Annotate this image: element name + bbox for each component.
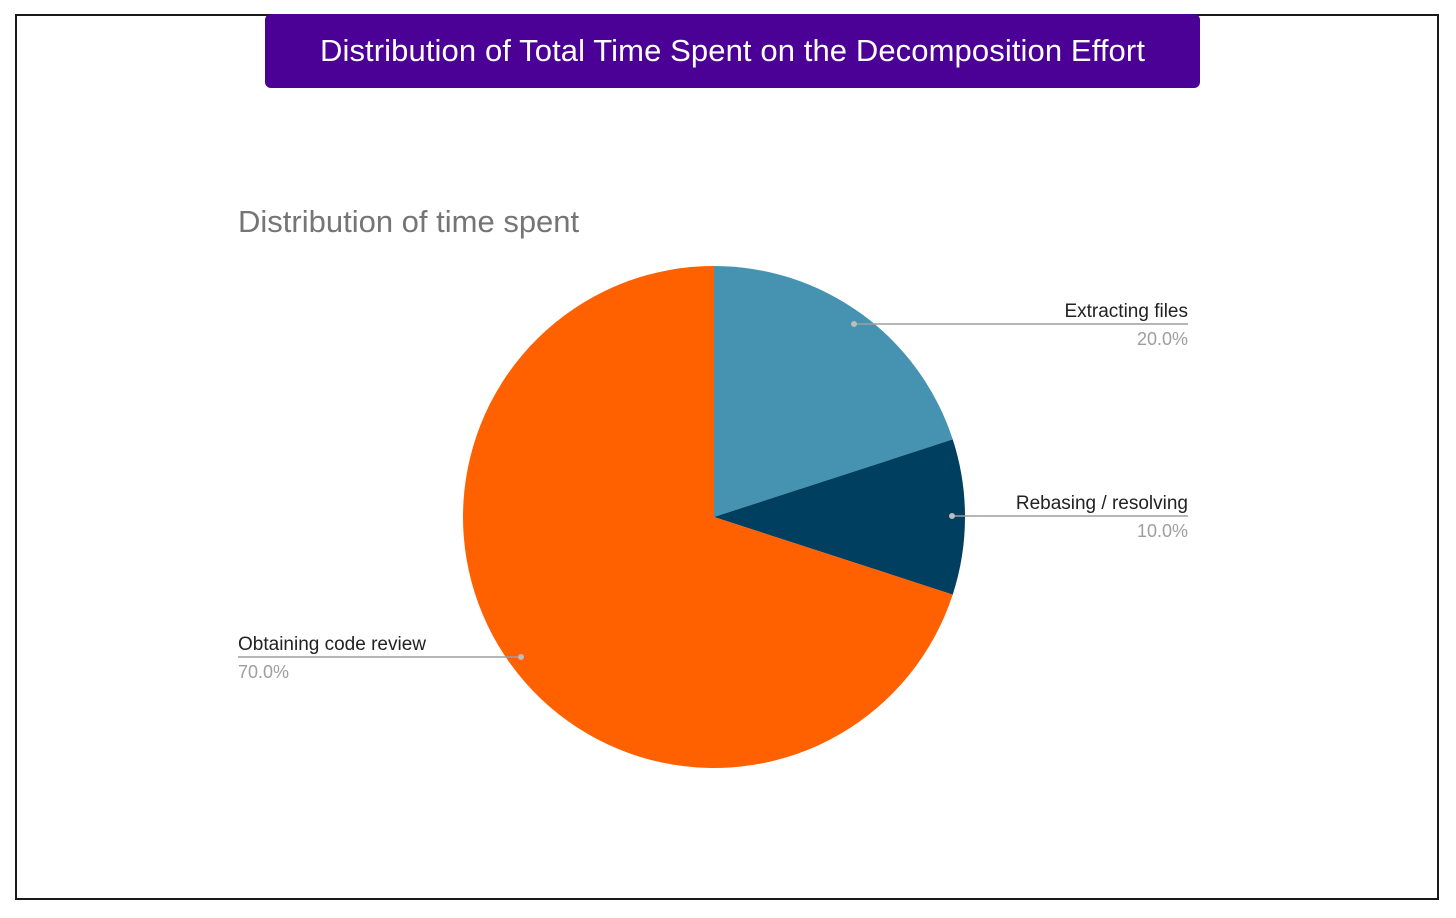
slice-percent-rebasing-resolving: 10.0%: [1137, 521, 1188, 541]
banner-title: Distribution of Total Time Spent on the …: [265, 14, 1200, 88]
leader-dot-obtaining-code-review: [518, 654, 524, 660]
slice-label-extracting-files: Extracting files: [1064, 301, 1188, 322]
slice-percent-extracting-files: 20.0%: [1137, 329, 1188, 349]
slice-label-rebasing-resolving: Rebasing / resolving: [1016, 493, 1188, 514]
pie-slice-extracting-files: [714, 266, 953, 517]
slice-label-obtaining-code-review: Obtaining code review: [238, 634, 426, 655]
slice-percent-obtaining-code-review: 70.0%: [238, 662, 289, 682]
pie-slice-obtaining-code-review: [463, 266, 953, 768]
leader-dot-extracting-files: [851, 321, 857, 327]
chart-title: Distribution of time spent: [238, 204, 580, 239]
leader-dot-rebasing-resolving: [949, 513, 955, 519]
pie-slice-rebasing-resolving: [714, 439, 965, 595]
